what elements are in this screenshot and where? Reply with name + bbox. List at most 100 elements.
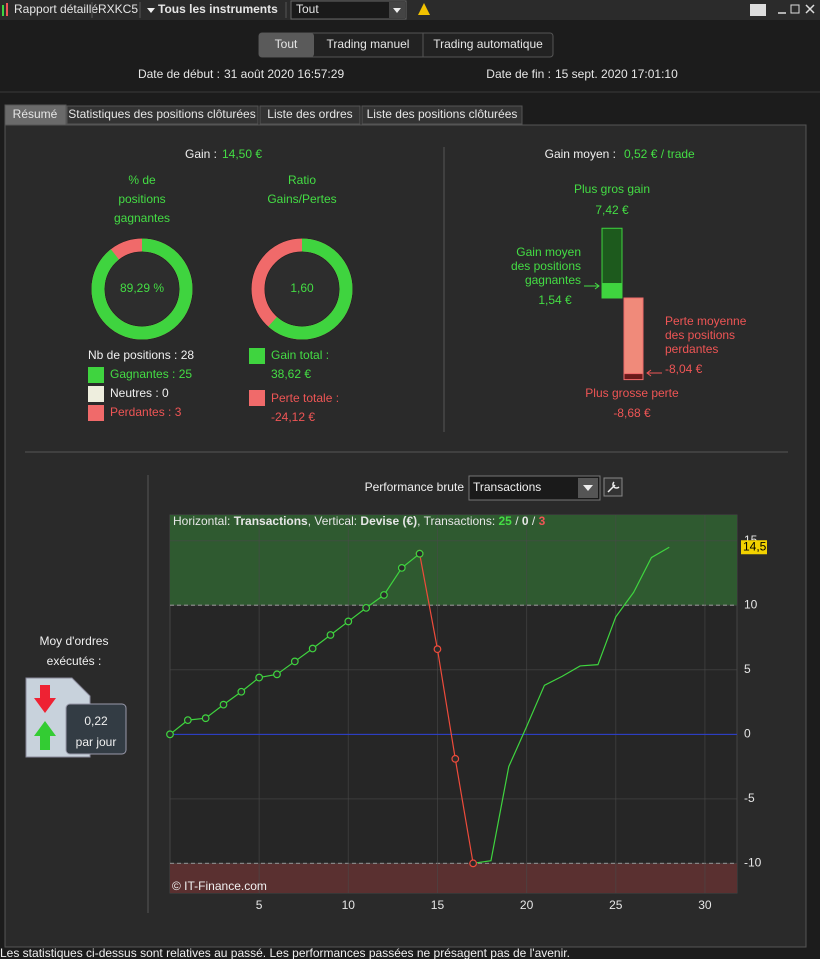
footer: Les statistiques ci-dessus sont relative…	[0, 946, 570, 959]
dropdown-arrow	[147, 8, 155, 13]
y-tick-label: -10	[744, 855, 762, 869]
gain-value: 14,50 €	[222, 147, 262, 161]
last-value-label: 14,5	[743, 539, 767, 553]
y-tick-label: -5	[744, 791, 755, 805]
point-marker	[308, 644, 317, 653]
tab[interactable]	[259, 105, 361, 125]
point-marker	[290, 657, 299, 666]
point-marker	[201, 714, 210, 723]
tab-label: Liste des positions clôturées	[367, 107, 518, 121]
avg-gain-value: 0,52 € / trade	[624, 147, 695, 161]
avg-gain-label: Gain moyen :	[545, 147, 616, 161]
point-marker	[219, 700, 228, 709]
last-value-box	[741, 540, 767, 555]
warning-icon[interactable]	[418, 3, 430, 15]
donuts	[91, 238, 353, 340]
close-button[interactable]	[805, 4, 815, 14]
avg-loss-title: Perte moyenne	[665, 314, 747, 328]
x-tick-label: 15	[431, 898, 445, 912]
win-rate-title: positions	[118, 192, 165, 206]
x-tick-label: 30	[698, 898, 712, 912]
avg-win-value: 1,54 €	[538, 293, 572, 307]
series-line	[473, 546, 670, 864]
max-gain-value: 7,42 €	[595, 203, 629, 217]
point-marker	[183, 716, 192, 725]
wrench-icon	[607, 481, 620, 493]
point-marker	[344, 617, 353, 626]
ratio-value: 1,60	[290, 281, 314, 295]
tab-label: Liste des ordres	[267, 107, 352, 121]
orders-value: 0,22	[84, 714, 108, 728]
filter-dropdown[interactable]	[290, 0, 407, 20]
max-gain-title: Plus gros gain	[574, 182, 650, 196]
end-label: Date de fin :	[486, 67, 551, 81]
orders-title: Moy d'ordres	[40, 634, 109, 648]
end-date: 15 sept. 2020 17:01:10	[555, 67, 678, 81]
tab[interactable]	[66, 105, 259, 125]
chart-header-part: Horizontal:	[173, 514, 234, 528]
orders-unit: par jour	[76, 735, 117, 749]
max-loss-title: Plus grosse perte	[585, 386, 679, 400]
mode-button[interactable]: Trading manuel	[327, 37, 410, 51]
y-tick-label: 10	[744, 597, 758, 611]
point-marker	[397, 563, 406, 572]
toolbar	[0, 0, 820, 20]
avg-win-title: Gain moyen	[516, 245, 581, 259]
arrow	[584, 282, 600, 290]
account[interactable]: RXKC5	[98, 2, 138, 16]
point-marker	[166, 730, 174, 739]
positions-neutral: Neutres : 0	[110, 386, 169, 400]
gain-total-value: 38,62 €	[271, 367, 311, 381]
avg-gain-bar	[601, 283, 623, 299]
chart-header-part: , Vertical:	[308, 514, 361, 528]
loss-total-label: Perte totale :	[271, 391, 339, 405]
chart-header-part: 25	[499, 514, 513, 528]
instrument-selector[interactable]: Tous les instruments	[158, 2, 278, 16]
point-marker	[362, 603, 371, 612]
up-arrow-icon	[34, 721, 56, 750]
tab-label: Résumé	[13, 107, 58, 121]
profit-zone	[170, 515, 737, 606]
tab[interactable]	[361, 105, 523, 125]
win-rate-value: 89,29 %	[120, 281, 164, 295]
gain-label: Gain :	[185, 147, 217, 161]
orders-title: exécutés :	[47, 654, 102, 668]
dropdown-arrow	[393, 8, 401, 13]
donut-gain-arc	[251, 238, 353, 340]
donut-gain-arc	[91, 238, 193, 340]
donut-center	[105, 252, 179, 326]
point-marker	[273, 670, 281, 679]
arrow	[646, 369, 662, 377]
gain-total-label: Gain total :	[271, 348, 329, 362]
x-tick-label: 10	[342, 898, 356, 912]
chart-header-part: /	[512, 514, 522, 528]
avg-loss-title: perdantes	[665, 342, 718, 356]
legend-box	[249, 390, 265, 406]
avg-bars	[601, 227, 644, 381]
app-icon	[2, 5, 4, 16]
mode-button-active[interactable]	[259, 33, 314, 57]
positions-winning: Gagnantes : 25	[110, 367, 192, 381]
performance-title: Performance brute	[365, 480, 465, 494]
legend-box	[88, 405, 104, 421]
point-marker	[469, 859, 478, 868]
avg-loss-title: des positions	[665, 328, 735, 342]
watermark: © IT-Finance.com	[172, 879, 267, 893]
ratio-title: Gains/Pertes	[267, 192, 336, 206]
print-icon[interactable]	[750, 4, 766, 16]
mode-button[interactable]: Trading automatique	[433, 37, 543, 51]
maximize-button[interactable]	[790, 4, 800, 14]
chart-header-part: 0	[522, 514, 529, 528]
series-line	[419, 553, 474, 864]
chart-header-part: Devise (€)	[360, 514, 417, 528]
point-marker	[380, 591, 388, 599]
loss-total-value: -24,12 €	[271, 410, 315, 424]
mode-button[interactable]: Tout	[275, 37, 298, 51]
avg-loss-bar	[623, 297, 644, 375]
point-marker	[237, 687, 246, 696]
chart-header-part: , Transactions:	[417, 514, 498, 528]
point-marker	[415, 549, 424, 558]
avg-win-title: gagnantes	[525, 273, 581, 287]
